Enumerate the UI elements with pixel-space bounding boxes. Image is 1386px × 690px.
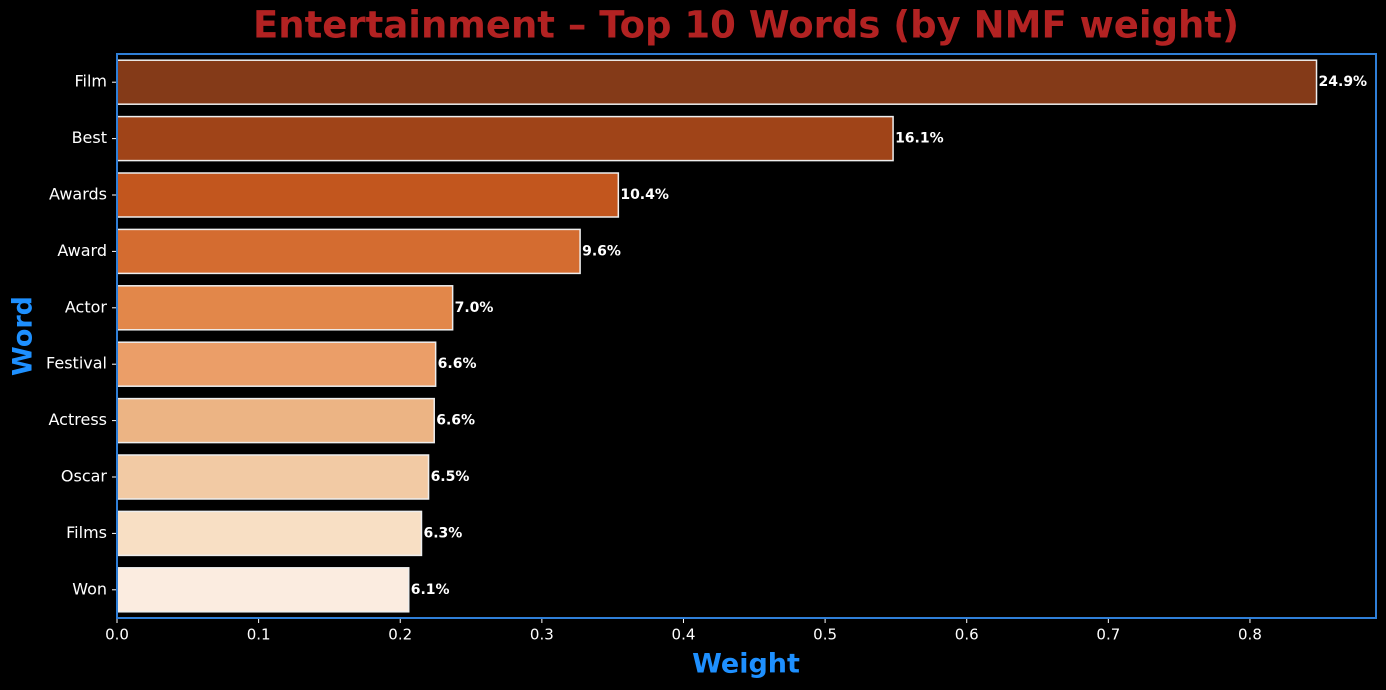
bar [116, 115, 894, 162]
y-tick-label: Awards [49, 185, 107, 204]
value-label: 24.9% [1319, 74, 1368, 90]
x-axis-label: Weight [692, 649, 800, 680]
plot-frame [116, 53, 1377, 619]
x-tick-label: 0.8 [1238, 626, 1262, 644]
y-tick-label: Best [72, 128, 107, 147]
bar [116, 285, 454, 331]
x-tick-label: 0.6 [955, 626, 979, 644]
value-label: 6.6% [438, 356, 477, 372]
bar [116, 172, 620, 218]
y-tick-label: Award [57, 241, 107, 260]
x-tick-label: 0.2 [388, 626, 412, 644]
bar [116, 567, 410, 613]
value-label: 9.6% [582, 243, 621, 259]
bar [116, 397, 435, 444]
x-tick-label: 0.0 [105, 626, 129, 644]
bar [116, 454, 430, 500]
y-tick-label: Actress [49, 410, 107, 429]
x-tick-label: 0.5 [813, 626, 837, 644]
value-label: 6.6% [436, 413, 475, 429]
x-tick-label: 0.4 [672, 626, 696, 644]
y-tick-label: Films [66, 523, 107, 542]
y-tick-label: Film [74, 72, 107, 91]
bar [116, 510, 423, 557]
y-tick-label: Actor [65, 297, 108, 316]
y-tick-label: Festival [46, 354, 107, 373]
value-label: 6.3% [423, 525, 462, 541]
bar [116, 341, 437, 387]
value-label: 16.1% [895, 131, 944, 147]
value-label: 6.1% [411, 582, 450, 598]
x-tick-label: 0.7 [1096, 626, 1120, 644]
chart-title: Entertainment – Top 10 Words (by NMF wei… [253, 4, 1239, 47]
value-label: 6.5% [431, 469, 470, 485]
y-tick-label: Won [72, 579, 107, 598]
value-label: 10.4% [620, 187, 669, 203]
y-tick-label: Oscar [61, 467, 108, 486]
x-tick-label: 0.3 [530, 626, 554, 644]
bar [116, 228, 581, 275]
x-tick-label: 0.1 [247, 626, 271, 644]
bar [116, 59, 1318, 105]
y-axis-label: Word [8, 296, 39, 376]
value-label: 7.0% [455, 300, 494, 316]
